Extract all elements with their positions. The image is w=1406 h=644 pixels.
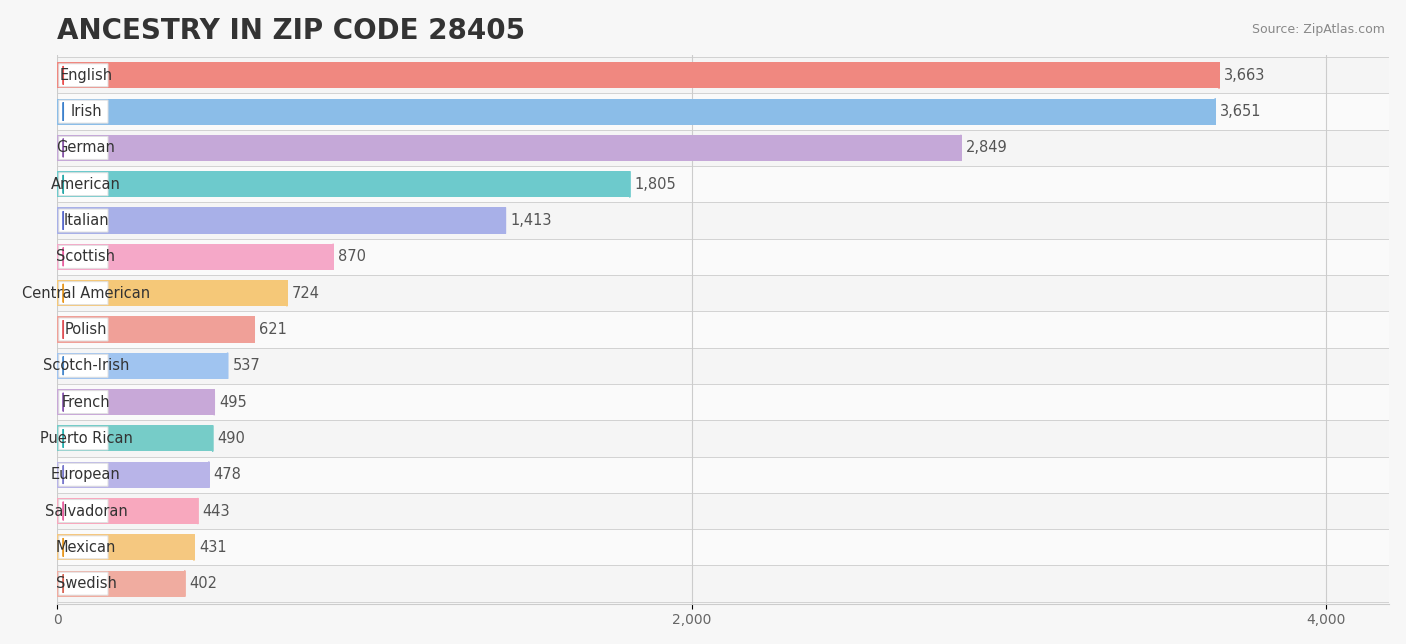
- FancyBboxPatch shape: [59, 137, 108, 160]
- Text: ANCESTRY IN ZIP CODE 28405: ANCESTRY IN ZIP CODE 28405: [58, 17, 526, 44]
- FancyBboxPatch shape: [58, 348, 1406, 384]
- FancyBboxPatch shape: [58, 493, 1406, 529]
- Text: 495: 495: [219, 395, 247, 410]
- Bar: [58, 135, 960, 161]
- Bar: [58, 462, 209, 488]
- Bar: [58, 498, 198, 524]
- Text: Swedish: Swedish: [55, 576, 117, 591]
- FancyBboxPatch shape: [58, 166, 1406, 202]
- Text: 537: 537: [232, 358, 260, 374]
- Bar: [58, 353, 228, 379]
- Text: Italian: Italian: [63, 213, 108, 228]
- Bar: [58, 244, 333, 270]
- Text: Central American: Central American: [22, 286, 150, 301]
- Bar: [58, 171, 630, 197]
- FancyBboxPatch shape: [59, 173, 108, 196]
- FancyBboxPatch shape: [59, 354, 108, 377]
- Text: American: American: [51, 176, 121, 192]
- Bar: [58, 99, 1215, 125]
- FancyBboxPatch shape: [59, 100, 108, 123]
- FancyBboxPatch shape: [58, 311, 1406, 348]
- Bar: [58, 62, 1219, 88]
- Text: Salvadoran: Salvadoran: [45, 504, 128, 518]
- Text: 870: 870: [337, 249, 366, 264]
- Text: 490: 490: [218, 431, 246, 446]
- FancyBboxPatch shape: [58, 421, 1406, 457]
- Text: English: English: [59, 68, 112, 83]
- Text: Irish: Irish: [70, 104, 101, 119]
- FancyBboxPatch shape: [59, 427, 108, 450]
- FancyBboxPatch shape: [58, 565, 1406, 601]
- Text: Puerto Rican: Puerto Rican: [39, 431, 132, 446]
- FancyBboxPatch shape: [59, 209, 108, 232]
- Text: 3,651: 3,651: [1220, 104, 1261, 119]
- Bar: [58, 571, 184, 597]
- FancyBboxPatch shape: [59, 463, 108, 486]
- Text: 724: 724: [292, 286, 319, 301]
- Text: 402: 402: [190, 576, 218, 591]
- Text: French: French: [62, 395, 110, 410]
- FancyBboxPatch shape: [59, 391, 108, 413]
- Text: Scottish: Scottish: [56, 249, 115, 264]
- Text: Scotch-Irish: Scotch-Irish: [42, 358, 129, 374]
- Text: 2,849: 2,849: [966, 140, 1008, 155]
- Text: 443: 443: [202, 504, 231, 518]
- FancyBboxPatch shape: [58, 457, 1406, 493]
- FancyBboxPatch shape: [58, 57, 1406, 93]
- Text: German: German: [56, 140, 115, 155]
- Text: 478: 478: [214, 467, 242, 482]
- FancyBboxPatch shape: [59, 281, 108, 305]
- FancyBboxPatch shape: [58, 239, 1406, 275]
- Bar: [58, 207, 505, 234]
- FancyBboxPatch shape: [58, 275, 1406, 311]
- FancyBboxPatch shape: [58, 384, 1406, 421]
- FancyBboxPatch shape: [59, 572, 108, 595]
- FancyBboxPatch shape: [59, 245, 108, 269]
- Bar: [58, 535, 194, 560]
- Text: 621: 621: [259, 322, 287, 337]
- FancyBboxPatch shape: [59, 536, 108, 559]
- FancyBboxPatch shape: [58, 93, 1406, 130]
- Text: 3,663: 3,663: [1225, 68, 1265, 83]
- Text: Polish: Polish: [65, 322, 107, 337]
- Text: European: European: [51, 467, 121, 482]
- FancyBboxPatch shape: [58, 529, 1406, 565]
- Text: 431: 431: [198, 540, 226, 555]
- FancyBboxPatch shape: [58, 130, 1406, 166]
- Bar: [58, 316, 254, 343]
- Text: 1,805: 1,805: [634, 176, 676, 192]
- Text: 1,413: 1,413: [510, 213, 551, 228]
- FancyBboxPatch shape: [58, 202, 1406, 239]
- Text: Source: ZipAtlas.com: Source: ZipAtlas.com: [1251, 23, 1385, 35]
- Bar: [58, 280, 287, 307]
- FancyBboxPatch shape: [59, 64, 108, 87]
- FancyBboxPatch shape: [59, 500, 108, 522]
- FancyBboxPatch shape: [59, 318, 108, 341]
- Bar: [58, 389, 214, 415]
- Bar: [58, 425, 212, 451]
- Text: Mexican: Mexican: [56, 540, 117, 555]
